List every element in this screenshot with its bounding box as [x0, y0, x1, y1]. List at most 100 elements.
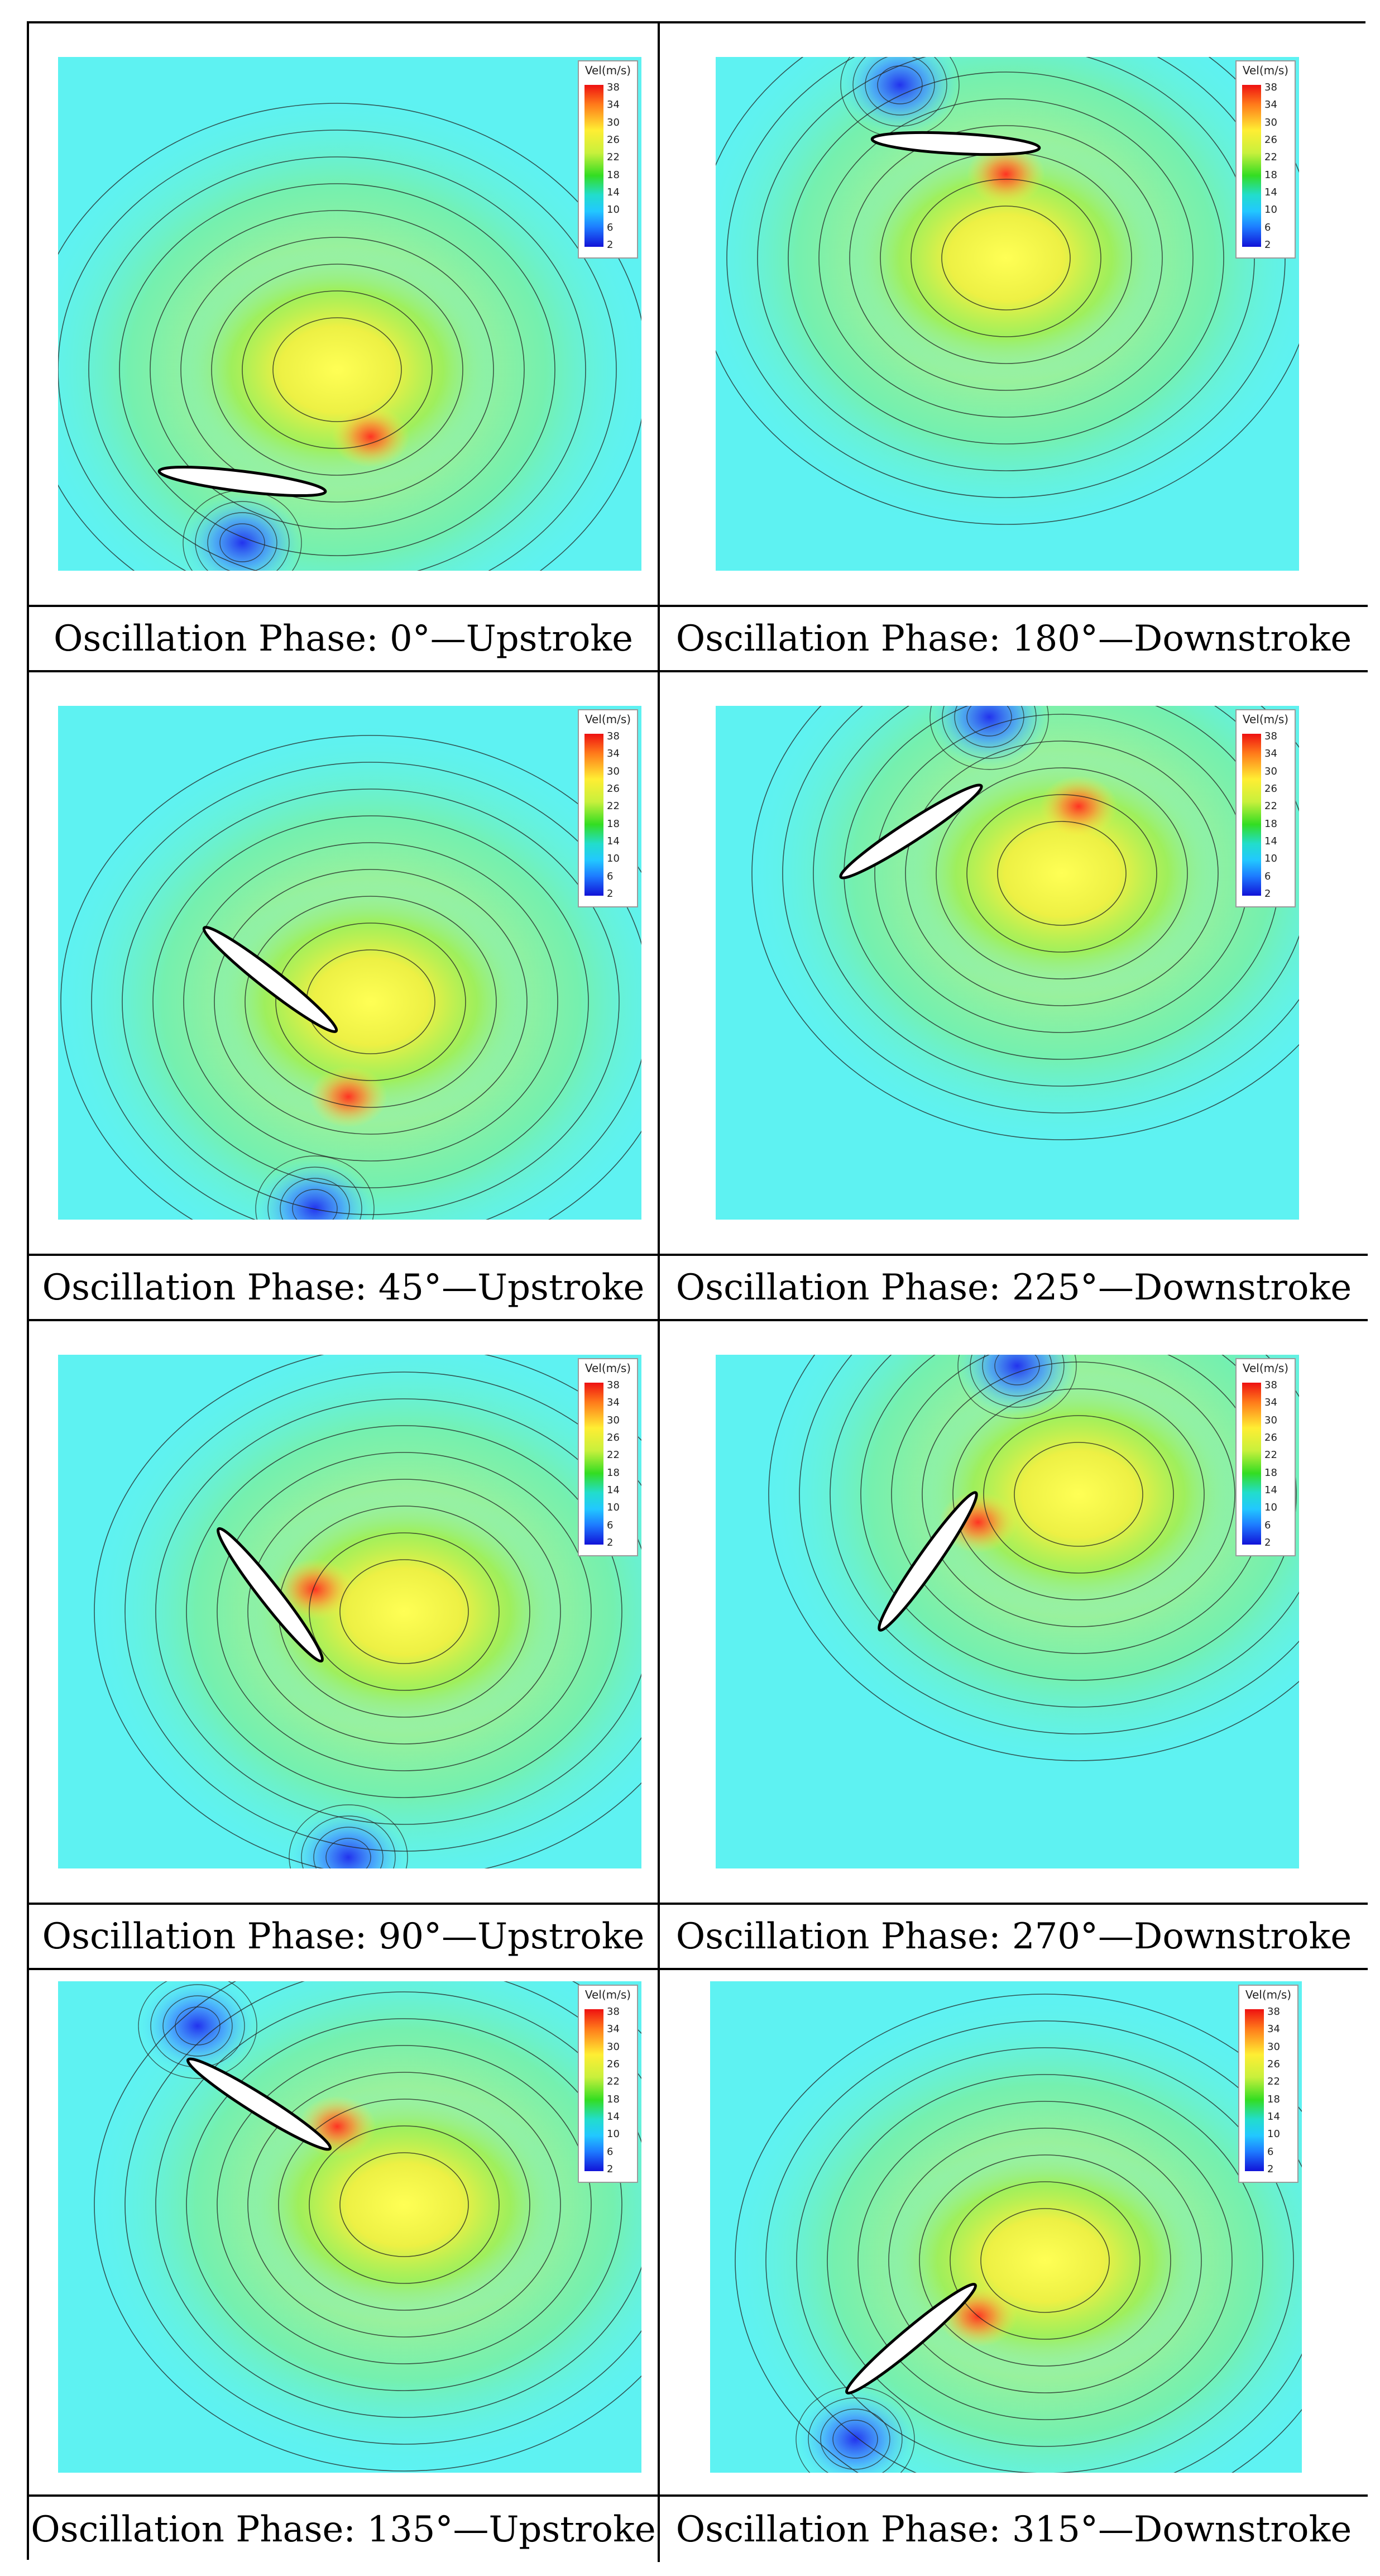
- legend-tick-label: 30: [1264, 1414, 1277, 1426]
- airfoil: [217, 1527, 324, 1663]
- legend-tick-label: 22: [607, 2076, 620, 2088]
- legend-tick-label: 22: [607, 151, 620, 164]
- isoline: [60, 735, 641, 1220]
- high-velocity-region: [241, 1488, 568, 1735]
- legend-tick-label: 30: [1267, 2040, 1280, 2053]
- legend-tick-label: 34: [607, 1397, 620, 1409]
- isoline: [832, 2420, 878, 2459]
- legend-tick-label: 30: [1264, 116, 1277, 128]
- isoline: [183, 842, 558, 1162]
- legend-tick-label: 2: [1264, 888, 1271, 900]
- legend-tick-label: 18: [607, 169, 620, 181]
- isoline: [997, 821, 1127, 926]
- legend-tick-label: 10: [607, 853, 620, 865]
- isoline: [860, 1355, 1297, 1681]
- isoline: [1014, 1442, 1143, 1547]
- isoline: [175, 2006, 221, 2045]
- plot-cell-0: Vel(m/s) 38 34 30 26 22 18 14 10 6 2: [29, 23, 660, 607]
- isoline: [88, 156, 586, 571]
- isoline: [941, 205, 1071, 310]
- caption-315: Oscillation Phase: 315°—Downstroke: [660, 2497, 1368, 2562]
- peak-velocity-spot: [1039, 776, 1118, 837]
- velocity-legend: Vel(m/s) 38 34 30 26 22 18 14 10 6 2: [1235, 60, 1296, 259]
- isoline: [994, 1355, 1040, 1385]
- isoline: [911, 179, 1101, 337]
- legend-ticks: 38 34 30 26 22 18 14 10 6 2: [607, 732, 637, 899]
- airfoil: [845, 2283, 977, 2395]
- isoline: [827, 2074, 1263, 2447]
- isoline: [339, 2152, 469, 2257]
- low-velocity-region: [253, 1158, 376, 1220]
- isoline: [877, 65, 923, 104]
- isoline: [952, 1388, 1205, 1600]
- plot-cell-270: Vel(m/s) 38 34 30 26 22 18 14 10 6 2: [660, 1321, 1368, 1905]
- airfoil: [878, 1491, 978, 1632]
- legend-tick-label: 18: [1267, 2093, 1280, 2105]
- isoline: [922, 1361, 1235, 1627]
- isoline: [245, 896, 497, 1108]
- isoline: [796, 2047, 1294, 2473]
- low-velocity-region: [287, 1807, 410, 1868]
- plot-cell-45: Vel(m/s) 38 34 30 26 22 18 14 10 6 2: [29, 672, 660, 1256]
- isoline: [119, 183, 555, 556]
- legend-ticks: 38 34 30 26 22 18 14 10 6 2: [1264, 732, 1295, 899]
- contour-field: [720, 1990, 1302, 2473]
- legend-tick-label: 38: [1267, 2006, 1280, 2018]
- plot-cell-225: Vel(m/s) 38 34 30 26 22 18 14 10 6 2: [660, 672, 1368, 1256]
- legend-tick-label: 34: [607, 99, 620, 111]
- legend-tick-label: 26: [607, 783, 620, 795]
- legend-color-bar: [584, 734, 603, 896]
- isoline: [966, 706, 1012, 737]
- velocity-legend: Vel(m/s) 38 34 30 26 22 18 14 10 6 2: [1238, 1985, 1298, 2183]
- high-velocity-region: [842, 135, 1170, 381]
- isoline: [275, 923, 466, 1081]
- isoline: [124, 1981, 641, 2445]
- isoline: [309, 2125, 500, 2284]
- legend-tick-label: 38: [1264, 1379, 1277, 1391]
- legend-tick-label: 22: [607, 1449, 620, 1461]
- plot-cell-135: Vel(m/s) 38 34 30 26 22 18 14 10 6 2: [29, 1970, 660, 2497]
- isoline: [150, 210, 525, 529]
- isoline: [942, 706, 1037, 759]
- isoline: [180, 237, 494, 503]
- velocity-legend: Vel(m/s) 38 34 30 26 22 18 14 10 6 2: [1235, 1358, 1296, 1556]
- legend-tick-label: 26: [1267, 2058, 1280, 2070]
- contour-plot-225: Vel(m/s) 38 34 30 26 22 18 14 10 6 2: [716, 706, 1299, 1220]
- low-velocity-region: [181, 493, 304, 571]
- legend-tick-label: 30: [607, 765, 620, 777]
- isoline: [919, 2154, 1171, 2367]
- legend-tick-label: 34: [607, 2023, 620, 2035]
- legend-title: Vel(m/s): [584, 1361, 631, 1375]
- isoline: [325, 1838, 371, 1868]
- plot-cell-180: Vel(m/s) 38 34 30 26 22 18 14 10 6 2: [660, 23, 1368, 607]
- airfoil: [839, 783, 983, 880]
- legend-title: Vel(m/s): [584, 713, 631, 726]
- isoline: [852, 57, 947, 127]
- isoline: [954, 706, 1024, 748]
- isoline: [820, 2408, 890, 2470]
- plot-cell-315: Vel(m/s) 38 34 30 26 22 18 14 10 6 2: [660, 1970, 1368, 2497]
- legend-tick-label: 26: [1264, 134, 1277, 146]
- contour-field: [741, 706, 1299, 1156]
- isoline: [280, 1178, 350, 1220]
- contour-plot-0: Vel(m/s) 38 34 30 26 22 18 14 10 6 2: [58, 57, 641, 571]
- caption-180: Oscillation Phase: 180°—Downstroke: [660, 607, 1368, 672]
- low-velocity-region: [956, 1355, 1079, 1416]
- isoline: [716, 57, 1299, 525]
- contour-field: [58, 719, 641, 1220]
- legend-ticks: 38 34 30 26 22 18 14 10 6 2: [1267, 2007, 1297, 2174]
- legend-color-bar: [1242, 85, 1261, 247]
- legend-tick-label: 10: [607, 204, 620, 216]
- legend-color-bar: [584, 85, 603, 247]
- isoline: [58, 103, 641, 571]
- legend-tick-label: 34: [1267, 2023, 1280, 2035]
- contour-plot-270: Vel(m/s) 38 34 30 26 22 18 14 10 6 2: [716, 1355, 1299, 1868]
- legend-title: Vel(m/s): [584, 64, 631, 77]
- isoline: [313, 1827, 384, 1868]
- isoline: [211, 264, 463, 476]
- legend-color-bar: [1245, 2009, 1264, 2171]
- isoline: [255, 1155, 375, 1220]
- legend-tick-label: 30: [1264, 765, 1277, 777]
- isoline: [788, 71, 1224, 445]
- isoline: [214, 869, 528, 1135]
